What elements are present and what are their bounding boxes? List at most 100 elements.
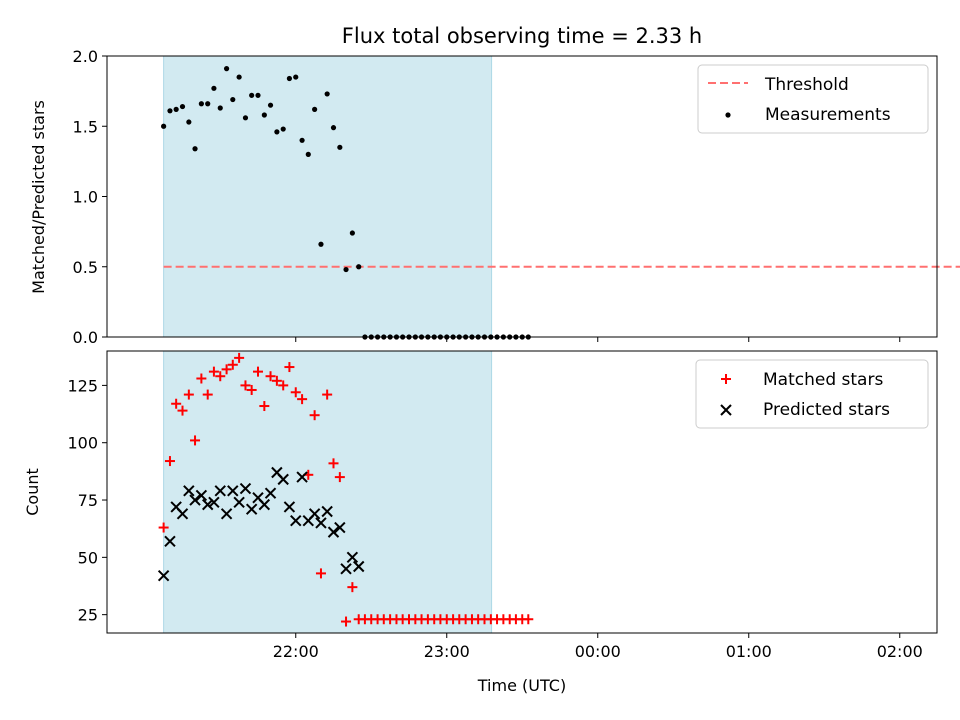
marker-d2 xyxy=(346,551,359,564)
marker-d2 xyxy=(258,498,271,511)
marker-d2 xyxy=(195,489,208,502)
matched-star-marker xyxy=(196,373,207,384)
y-tick-label: 125 xyxy=(67,376,98,395)
x-tick-label: 01:00 xyxy=(726,642,772,661)
y-tick-label: 25 xyxy=(78,606,98,625)
measurement-point xyxy=(173,106,179,112)
measurement-point xyxy=(274,129,280,135)
measurement-point xyxy=(198,101,204,107)
matched-star-marker xyxy=(523,614,534,625)
predicted-star-marker xyxy=(296,471,308,483)
legend-threshold-label: Threshold xyxy=(764,75,849,95)
marker-d2 xyxy=(327,526,340,538)
measurement-point xyxy=(236,74,242,80)
measurement-point xyxy=(205,101,211,107)
measurement-point xyxy=(217,105,223,111)
predicted-star-marker xyxy=(245,503,258,515)
predicted-star-marker xyxy=(258,498,271,511)
predicted-star-marker xyxy=(315,517,327,529)
marker-d2 xyxy=(252,492,264,504)
matched-star-marker xyxy=(271,375,282,386)
marker-d2 xyxy=(220,508,233,520)
measurement-point xyxy=(211,85,217,91)
measurement-point xyxy=(343,266,349,273)
top-panel: 0.0 0.5 1.0 1.5 2.0 Threshold Measurements xyxy=(73,47,960,347)
predicted-star-marker xyxy=(214,485,226,497)
marker-d2 xyxy=(264,487,277,499)
predicted-star-marker xyxy=(176,508,189,520)
measurement-point xyxy=(161,123,167,129)
matched-star-marker xyxy=(341,616,352,627)
marker-d2 xyxy=(227,485,239,497)
predicted-star-marker xyxy=(308,508,321,520)
matched-star-marker xyxy=(259,401,270,412)
measurement-point xyxy=(249,92,255,98)
matched-star-marker xyxy=(215,371,226,382)
measurement-point xyxy=(318,241,324,247)
predicted-star-marker xyxy=(283,501,296,513)
measurement-point xyxy=(312,106,318,112)
y-tick-label: 100 xyxy=(67,434,98,453)
bottom-y-axis-label: Count xyxy=(23,468,42,516)
measurement-point xyxy=(267,102,274,108)
predicted-star-marker xyxy=(264,487,277,499)
matched-star-marker xyxy=(290,387,301,398)
matched-star-marker xyxy=(322,389,333,400)
matched-star-marker xyxy=(265,371,276,382)
x-axis-label: Time (UTC) xyxy=(477,676,566,695)
bottom-axes-frame xyxy=(106,350,938,634)
top-legend: Threshold Measurements xyxy=(697,64,929,134)
measurement-point xyxy=(230,96,236,103)
predicted-star-marker xyxy=(239,482,252,495)
measurement-point xyxy=(261,112,267,118)
measurement-point xyxy=(349,230,355,236)
measurement-point xyxy=(167,108,173,114)
measurement-point xyxy=(192,146,198,152)
matched-star-marker xyxy=(202,389,213,400)
marker-d2 xyxy=(189,494,201,506)
marker-d2 xyxy=(353,560,365,573)
marker-d2 xyxy=(157,569,170,582)
predicted-star-marker xyxy=(334,521,346,534)
marker-d2 xyxy=(239,482,252,495)
matched-star-marker xyxy=(240,380,251,391)
marker-d2 xyxy=(277,473,289,486)
predicted-star-marker xyxy=(353,560,365,573)
predicted-star-marker xyxy=(202,498,214,511)
matched-star-marker xyxy=(328,458,339,469)
predicted-star-marker xyxy=(290,514,302,527)
legend-predicted-label: Predicted stars xyxy=(763,400,890,420)
predicted-star-marker xyxy=(321,505,333,518)
matched-star-marker xyxy=(158,522,169,533)
x-tick-label: 22:00 xyxy=(273,642,319,661)
bottom-legend: Matched stars Predicted stars xyxy=(695,359,929,429)
predicted-star-marker xyxy=(195,489,208,502)
top-y-axis-label: Matched/Predicted stars xyxy=(29,100,48,294)
predicted-star-marker xyxy=(164,535,176,547)
top-axes-frame xyxy=(106,55,938,338)
predicted-star-marker xyxy=(227,485,239,497)
legend-box xyxy=(697,64,929,134)
measurement-point xyxy=(299,137,305,143)
matched-star-marker xyxy=(164,456,175,467)
y-tick-label: 0.0 xyxy=(73,328,98,347)
marker-d2 xyxy=(208,496,220,509)
marker-d2 xyxy=(340,563,352,575)
marker-d2 xyxy=(271,466,283,479)
marker-d2 xyxy=(321,505,333,518)
matched-star-marker xyxy=(221,364,232,375)
matched-star-marker xyxy=(208,366,219,377)
predicted-star-marker xyxy=(183,485,195,497)
measurement-point xyxy=(356,264,362,270)
marker-d2 xyxy=(296,471,308,483)
marker-d2 xyxy=(233,496,245,509)
marker-d2 xyxy=(334,521,346,534)
measurement-point xyxy=(186,119,192,125)
marker-d2 xyxy=(283,501,296,513)
matched-star-marker xyxy=(284,362,295,373)
matched-star-marker xyxy=(183,389,194,400)
x-tick-label: 00:00 xyxy=(575,642,621,661)
measurement-point xyxy=(305,151,311,157)
